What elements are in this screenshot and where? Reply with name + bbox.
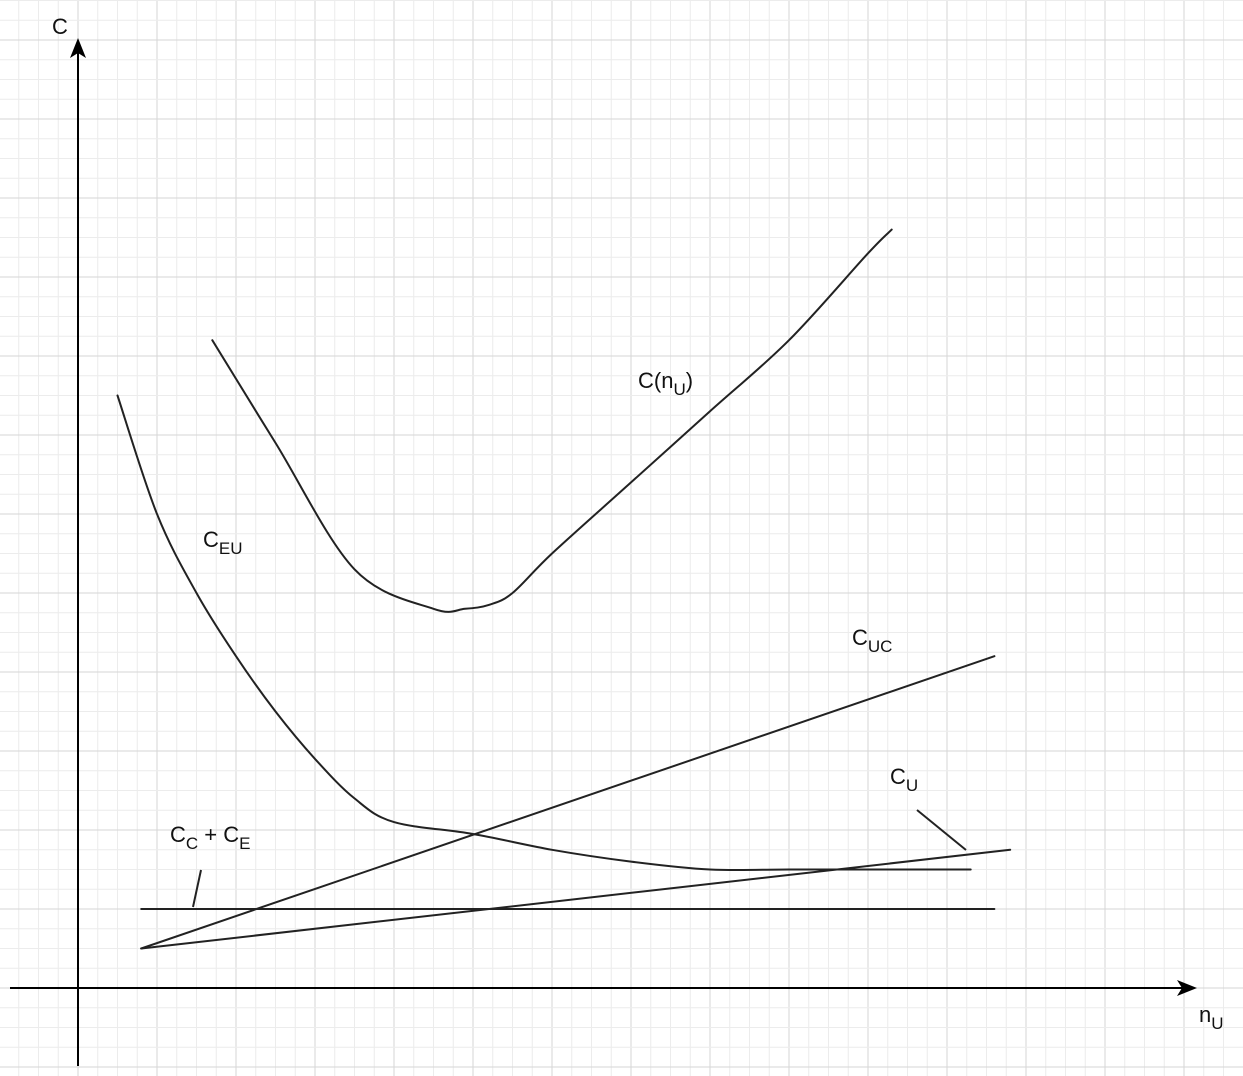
x-axis-arrow-icon (1177, 980, 1197, 996)
cost-eu-curve (116, 394, 972, 872)
cc-ce-leader-line (192, 869, 202, 908)
cost-eu-label: CEU (203, 527, 243, 558)
y-axis-label: C (52, 14, 68, 39)
cu-leader-line (916, 809, 967, 851)
labels: C nU C(nU) CEU CUC CU CC + CE (52, 14, 1224, 1033)
y-axis-arrow-icon (70, 38, 86, 58)
cost-c-plus-e-label: CC + CE (170, 822, 250, 853)
series-group (116, 228, 1012, 950)
label-leaders (192, 809, 967, 908)
cost-uc-label: CUC (852, 625, 892, 656)
x-axis-label: nU (1199, 1002, 1224, 1033)
cost-u-line (140, 848, 1012, 950)
cost-u-label: CU (890, 764, 918, 795)
cost-uc-line (140, 655, 996, 950)
total-cost-curve (211, 228, 893, 613)
axes (10, 38, 1197, 1066)
total-cost-label: C(nU) (638, 368, 693, 399)
